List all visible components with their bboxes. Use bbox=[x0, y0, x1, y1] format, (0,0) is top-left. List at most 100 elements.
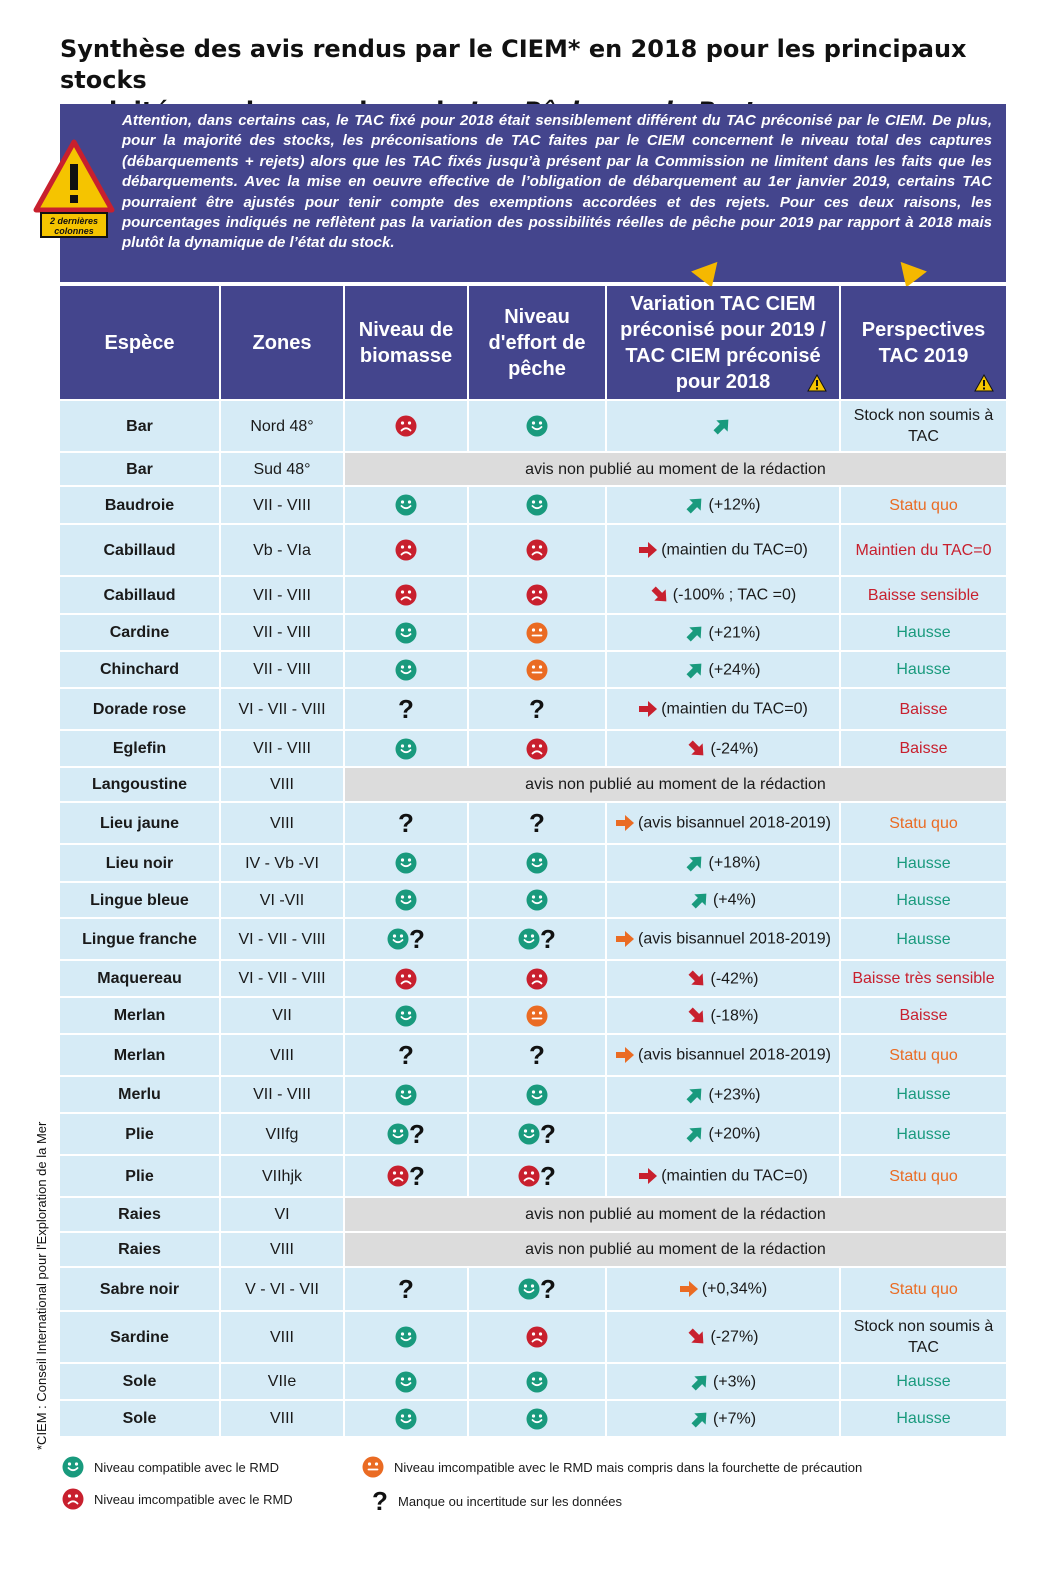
smiley-happy-icon bbox=[526, 1084, 548, 1105]
table-row: Merlan VII (-18%) Baisse bbox=[60, 997, 1006, 1035]
table-row: Raies VIII avis non publié au moment de la… bbox=[60, 1232, 1006, 1268]
cell-biomasse: ? bbox=[344, 1034, 469, 1077]
cell-perspective: Hausse bbox=[840, 1113, 1006, 1156]
cell-zone: VII - VIII bbox=[220, 486, 345, 525]
warning-triangle-icon bbox=[974, 374, 994, 392]
cell-not-published: avis non publié au moment de la rédactio… bbox=[344, 1197, 1006, 1233]
warning-label: 2 dernières colonnes bbox=[40, 212, 108, 238]
cell-zone: Vb - VIa bbox=[220, 524, 345, 577]
cell-biomasse: ? bbox=[344, 918, 469, 961]
cell-biomasse bbox=[344, 400, 469, 453]
table-row: Lieu jaune VIII?? (avis bisannuel 2018-201… bbox=[60, 802, 1006, 845]
smiley-happy-icon bbox=[526, 415, 548, 437]
table-row: Baudroie VII - VIII (+12%) Statu quo bbox=[60, 486, 1006, 525]
question-mark-icon: ? bbox=[540, 1161, 556, 1191]
arrow-right-icon bbox=[639, 1168, 658, 1185]
cell-variation: (-100% ; TAC =0) bbox=[606, 576, 841, 615]
cell-zone: VII - VIII bbox=[220, 651, 345, 689]
cell-espece: Dorade rose bbox=[60, 688, 221, 731]
cell-perspective: Maintien du TAC=0 bbox=[840, 524, 1006, 577]
arrow-right-icon bbox=[615, 815, 634, 832]
cell-effort: ? bbox=[468, 1034, 607, 1077]
cell-biomasse bbox=[344, 524, 469, 577]
table-row: Merlu VII - VIII (+23%) Hausse bbox=[60, 1076, 1006, 1114]
smiley-sad-icon bbox=[526, 584, 548, 606]
warning-triangle-icon: 2 dernières colonnes bbox=[32, 138, 116, 244]
cell-zone: VII - VIII bbox=[220, 730, 345, 768]
variation-text: (maintien du TAC=0) bbox=[661, 541, 808, 559]
legend-label-orange: Niveau imcompatible avec le RMD mais com… bbox=[394, 1459, 863, 1475]
cell-espece: Cabillaud bbox=[60, 524, 221, 577]
question-mark-icon: ? bbox=[409, 1161, 425, 1191]
cell-biomasse: ? bbox=[344, 802, 469, 845]
table-row: Eglefin VII - VIII (-24%) Baisse bbox=[60, 730, 1006, 768]
cell-zone: V - VI - VII bbox=[220, 1267, 345, 1312]
legend-item-red: Niveau imcompatible avec le RMD bbox=[62, 1488, 293, 1510]
cell-zone: VII - VIII bbox=[220, 576, 345, 615]
table-row: Plie VIIhjk?? (maintien du TAC=0) Statu quo bbox=[60, 1155, 1006, 1198]
arrow-down-right-icon bbox=[688, 740, 704, 755]
table-row: Sole VIIe (+3%) Hausse bbox=[60, 1363, 1006, 1401]
cell-effort bbox=[468, 844, 607, 883]
cell-variation: (+21%) bbox=[606, 614, 841, 652]
cell-perspective: Baisse très sensible bbox=[840, 960, 1006, 998]
variation-text: (+4%) bbox=[712, 891, 757, 909]
smiley-neutral-icon bbox=[526, 622, 548, 643]
header-effort: Niveau d'effort de pêche bbox=[468, 286, 607, 401]
cell-perspective: Statu quo bbox=[840, 1155, 1006, 1198]
smiley-happy-icon bbox=[395, 1084, 417, 1105]
smiley-happy-icon bbox=[395, 659, 417, 680]
cell-perspective: Statu quo bbox=[840, 1267, 1006, 1312]
smiley-sad-icon bbox=[62, 1488, 84, 1510]
cell-espece: Lieu noir bbox=[60, 844, 221, 883]
cell-espece: Langoustine bbox=[60, 767, 221, 803]
cell-perspective: Hausse bbox=[840, 882, 1006, 919]
cell-biomasse bbox=[344, 730, 469, 768]
arrow-up-right-icon bbox=[691, 1412, 707, 1428]
header-zones: Zones bbox=[220, 286, 345, 401]
cell-espece: Bar bbox=[60, 452, 221, 487]
variation-text: (-100% ; TAC =0) bbox=[672, 586, 797, 604]
question-mark-icon: ? bbox=[529, 694, 545, 724]
variation-text: (+0,34%) bbox=[701, 1280, 768, 1298]
smiley-happy-icon bbox=[395, 852, 417, 874]
legend-item-question: ? Manque ou incertitude sur les données bbox=[362, 1488, 622, 1514]
cell-variation: (+24%) bbox=[606, 651, 841, 689]
cell-zone: VI - VII - VIII bbox=[220, 688, 345, 731]
smiley-neutral-icon bbox=[362, 1456, 384, 1478]
legend-label-question: Manque ou incertitude sur les données bbox=[398, 1493, 623, 1509]
cell-effort: ? bbox=[468, 918, 607, 961]
arrow-up-right-icon bbox=[686, 498, 702, 514]
legend-label-red: Niveau imcompatible avec le RMD bbox=[94, 1491, 293, 1507]
cell-espece: Sole bbox=[60, 1363, 221, 1401]
smiley-happy-icon bbox=[62, 1456, 84, 1478]
cell-biomasse bbox=[344, 997, 469, 1035]
arrow-down-right-icon bbox=[651, 586, 667, 602]
cell-espece: Merlu bbox=[60, 1076, 221, 1114]
arrow-up-right-icon bbox=[713, 419, 728, 435]
cell-perspective: Hausse bbox=[840, 614, 1006, 652]
cell-effort bbox=[468, 1311, 607, 1364]
smiley-happy-icon bbox=[387, 928, 409, 950]
arrow-down-right-icon bbox=[688, 970, 704, 985]
cell-not-published: avis non publié au moment de la rédactio… bbox=[344, 767, 1006, 803]
cell-perspective: Hausse bbox=[840, 1076, 1006, 1114]
table-row: Langoustine VIII avis non publié au moment… bbox=[60, 767, 1006, 803]
cell-zone: VIIfg bbox=[220, 1113, 345, 1156]
cell-zone: Sud 48° bbox=[220, 452, 345, 487]
cell-zone: VIIe bbox=[220, 1363, 345, 1401]
cell-zone: VII - VIII bbox=[220, 614, 345, 652]
table-row: Raies VI avis non publié au moment de la r… bbox=[60, 1197, 1006, 1233]
cell-perspective: Baisse bbox=[840, 688, 1006, 731]
arrow-right-icon bbox=[639, 701, 658, 718]
cell-espece: Lieu jaune bbox=[60, 802, 221, 845]
cell-zone: VII - VIII bbox=[220, 1076, 345, 1114]
variation-text: (+7%) bbox=[712, 1410, 757, 1428]
cell-variation: (+4%) bbox=[606, 882, 841, 919]
cell-espece: Plie bbox=[60, 1113, 221, 1156]
cell-variation: (-24%) bbox=[606, 730, 841, 768]
cell-effort bbox=[468, 486, 607, 525]
arrow-up-right-icon bbox=[691, 893, 707, 909]
smiley-neutral-icon bbox=[362, 1456, 384, 1478]
table-row: Cabillaud Vb - VIa (maintien du TAC=0) Main… bbox=[60, 524, 1006, 577]
